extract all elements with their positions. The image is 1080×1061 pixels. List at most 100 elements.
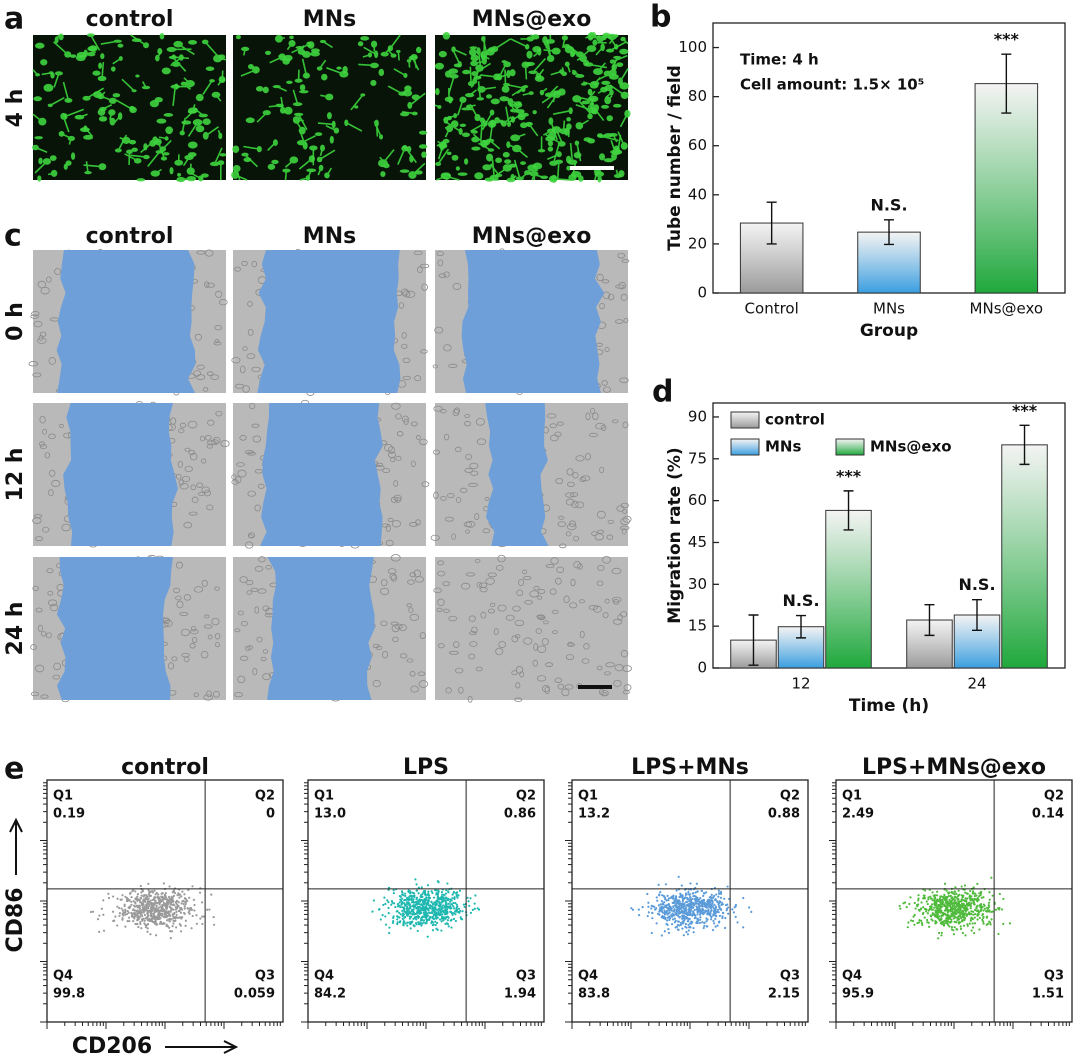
- cell: [189, 452, 198, 461]
- event: [968, 897, 972, 900]
- cell: [495, 647, 504, 656]
- event: [927, 925, 931, 928]
- event: [671, 895, 675, 898]
- event: [445, 896, 448, 899]
- event: [962, 915, 965, 918]
- cell: [34, 136, 43, 140]
- cell: [219, 153, 227, 157]
- event: [987, 905, 991, 909]
- event: [987, 903, 990, 907]
- event: [463, 905, 466, 909]
- event: [413, 906, 416, 909]
- event: [699, 918, 702, 921]
- event: [923, 916, 926, 919]
- event: [701, 900, 704, 903]
- event: [691, 920, 694, 924]
- cell: [402, 89, 413, 97]
- event: [177, 909, 180, 913]
- cell: [181, 120, 192, 125]
- cell: [110, 66, 116, 72]
- event: [668, 915, 671, 918]
- cell: [380, 579, 388, 587]
- event: [676, 923, 679, 927]
- cell: [201, 579, 208, 587]
- cell: [557, 521, 567, 527]
- event: [139, 884, 142, 888]
- cell: [608, 73, 619, 80]
- cell: [541, 637, 549, 646]
- bar: [974, 83, 1039, 294]
- cell: [537, 148, 546, 153]
- cell: [40, 694, 49, 699]
- event: [130, 900, 133, 903]
- event: [153, 914, 156, 918]
- event: [149, 907, 152, 910]
- cell-link: [503, 116, 512, 125]
- cell: [214, 586, 220, 591]
- cell: [48, 433, 56, 440]
- event: [162, 897, 166, 900]
- cell: [204, 281, 210, 288]
- cell: [46, 568, 54, 574]
- event: [422, 915, 425, 918]
- event: [396, 921, 399, 924]
- event: [145, 916, 149, 920]
- event: [921, 923, 924, 926]
- event: [973, 894, 976, 898]
- event: [173, 919, 176, 923]
- event: [690, 900, 693, 903]
- cell-link: [293, 116, 303, 132]
- event: [137, 925, 140, 929]
- cell: [437, 598, 445, 607]
- cell: [38, 157, 43, 165]
- event: [396, 905, 400, 908]
- event: [132, 900, 135, 903]
- event: [134, 890, 137, 893]
- cell-link: [299, 177, 309, 181]
- event: [731, 908, 734, 911]
- event: [449, 907, 452, 910]
- event: [453, 897, 456, 900]
- error-bar: [766, 201, 777, 245]
- error-bar: [843, 490, 854, 531]
- event: [664, 898, 667, 901]
- event: [388, 926, 391, 929]
- event: [692, 931, 695, 934]
- event: [114, 915, 117, 918]
- cell: [455, 166, 460, 171]
- cell: [485, 94, 493, 99]
- significance-label: ***: [836, 466, 862, 485]
- cell: [69, 54, 77, 58]
- cell: [65, 160, 72, 166]
- micrograph: [433, 554, 632, 703]
- cell: [449, 650, 459, 655]
- event: [417, 886, 420, 889]
- event: [712, 912, 715, 915]
- cell: [556, 421, 564, 426]
- event: [116, 897, 119, 900]
- cell: [451, 154, 459, 161]
- event: [658, 908, 661, 911]
- event: [135, 904, 138, 907]
- event: [427, 894, 430, 897]
- cell-link: [608, 35, 617, 45]
- y-tick-label: 0: [697, 659, 707, 677]
- event: [412, 904, 415, 907]
- cell: [489, 602, 496, 607]
- event: [679, 921, 683, 924]
- cell: [469, 46, 478, 50]
- cell: [232, 145, 240, 154]
- event: [709, 906, 713, 910]
- cell: [44, 452, 51, 459]
- event: [125, 899, 129, 903]
- quadrant-name: Q3: [780, 969, 800, 984]
- cell-link: [389, 34, 401, 49]
- event: [681, 927, 684, 930]
- event: [949, 900, 952, 903]
- x-axis-label: Time (h): [849, 696, 929, 716]
- cell-link: [202, 80, 213, 95]
- cell: [402, 357, 411, 364]
- cell-link: [397, 51, 400, 61]
- event: [181, 916, 184, 919]
- event: [663, 909, 666, 912]
